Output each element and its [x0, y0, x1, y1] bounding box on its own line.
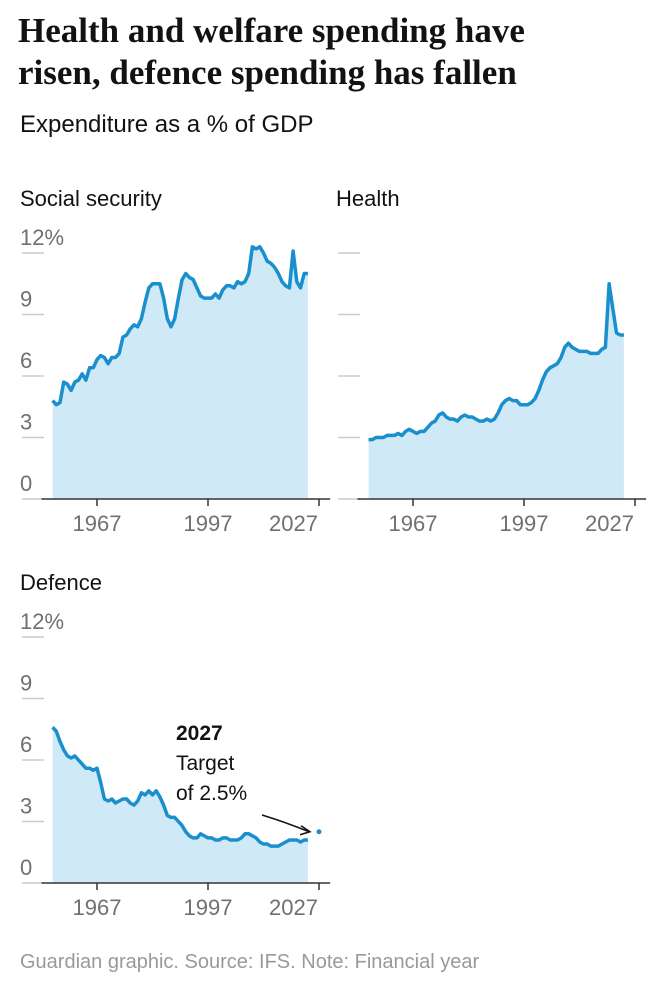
- title-line: risen, defence spending has fallen: [18, 53, 517, 92]
- line: [51, 726, 308, 848]
- annotation-text: of 2.5%: [176, 782, 247, 805]
- x-tick-label: 2027: [269, 895, 318, 920]
- y-tick-label: 9: [20, 671, 32, 696]
- area: [52, 246, 308, 499]
- area: [52, 727, 308, 883]
- panel-title: Health: [336, 186, 400, 211]
- x-tick-label: 1997: [184, 511, 233, 536]
- line: [51, 245, 308, 407]
- x-tick-label: 1967: [73, 895, 122, 920]
- y-tick-label: 0: [20, 471, 32, 496]
- x-tick-label: 1997: [184, 895, 233, 920]
- area: [368, 283, 624, 499]
- annotation-text: Target: [176, 752, 235, 775]
- panel-title: Defence: [20, 570, 102, 595]
- y-tick-label: 3: [20, 410, 32, 435]
- footer: Guardian graphic. Source: IFS. Note: Fin…: [20, 951, 479, 973]
- x-tick-label: 1997: [500, 511, 549, 536]
- annotation-title: 2027: [176, 722, 223, 745]
- x-tick-label: 2027: [269, 511, 318, 536]
- x-tick-label: 2027: [585, 511, 634, 536]
- y-tick-label: 12%: [20, 225, 64, 250]
- line: [368, 282, 624, 442]
- subtitle: Expenditure as a % of GDP: [20, 111, 313, 138]
- y-tick-label: 12%: [20, 609, 64, 634]
- x-tick-label: 1967: [389, 511, 438, 536]
- y-tick-label: 9: [20, 287, 32, 312]
- y-tick-label: 3: [20, 794, 32, 819]
- title-line: Health and welfare spending have: [18, 11, 525, 50]
- y-tick-label: 0: [20, 855, 32, 880]
- annotation-arrow: [261, 814, 310, 833]
- x-tick-label: 1967: [73, 511, 122, 536]
- panel-title: Social security: [20, 186, 162, 211]
- y-tick-label: 6: [20, 732, 32, 757]
- target-dot: [316, 829, 322, 835]
- arrow-head: [299, 825, 312, 836]
- y-tick-label: 6: [20, 348, 32, 373]
